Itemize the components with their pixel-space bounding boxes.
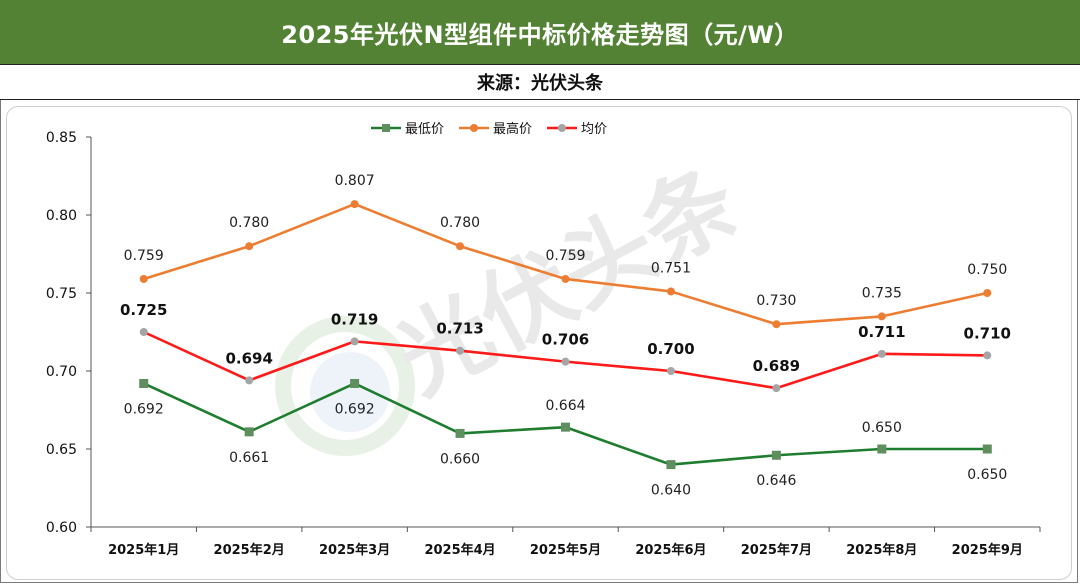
data-label-max: 0.730 — [756, 293, 796, 309]
data-label-min: 0.650 — [967, 467, 1007, 483]
data-label-max: 0.807 — [335, 173, 375, 189]
data-label-avg: 0.700 — [647, 340, 694, 358]
data-point-avg — [561, 357, 570, 366]
page-title: 2025年光伏N型组件中标价格走势图（元/W） — [281, 20, 799, 49]
data-label-min: 0.661 — [229, 450, 269, 466]
data-label-avg: 0.710 — [964, 324, 1011, 342]
x-tick-label: 2025年1月 — [108, 542, 179, 558]
data-label-min: 0.660 — [440, 451, 480, 467]
legend: 最低价 最高价 均价 — [371, 121, 607, 137]
x-tick-label: 2025年6月 — [635, 542, 706, 558]
data-label-min: 0.650 — [862, 420, 902, 436]
y-tick-label: 0.70 — [46, 364, 77, 380]
data-label-max: 0.780 — [229, 215, 269, 231]
y-tick-label: 0.60 — [46, 520, 77, 536]
data-point-min — [561, 422, 570, 432]
data-label-min: 0.692 — [124, 401, 164, 417]
data-point-min — [982, 444, 992, 454]
data-point-max — [983, 289, 992, 297]
y-tick-label: 0.80 — [46, 208, 77, 224]
y-tick-label: 0.85 — [46, 130, 77, 146]
data-point-avg — [456, 346, 465, 355]
data-label-max: 0.759 — [124, 248, 164, 264]
data-point-max — [666, 287, 675, 296]
data-point-max — [772, 320, 781, 329]
data-label-min: 0.664 — [545, 398, 585, 414]
data-point-max — [456, 242, 465, 251]
data-label-avg: 0.689 — [753, 357, 800, 375]
x-tick-label: 2025年9月 — [952, 542, 1023, 558]
data-point-avg — [666, 367, 675, 375]
source-label: 来源：光伏头条 — [477, 73, 603, 94]
data-point-min — [771, 450, 781, 460]
data-label-avg: 0.711 — [858, 323, 905, 341]
data-label-min: 0.646 — [756, 473, 796, 489]
data-label-max: 0.735 — [862, 285, 902, 301]
x-tick-label: 2025年8月 — [846, 542, 917, 558]
data-label-max: 0.750 — [967, 262, 1007, 278]
source-bar: 来源：光伏头条 — [0, 64, 1080, 100]
y-tick-label: 0.65 — [46, 442, 77, 458]
data-point-avg — [877, 349, 886, 358]
watermark-logo-disc — [310, 352, 390, 432]
data-point-min — [666, 460, 676, 470]
data-label-avg: 0.694 — [225, 349, 272, 367]
data-label-avg: 0.725 — [120, 301, 167, 319]
data-point-min — [139, 378, 149, 388]
data-label-avg: 0.713 — [436, 320, 483, 338]
legend-marker-max — [470, 124, 478, 132]
data-point-min — [350, 378, 360, 388]
legend-label-avg: 均价 — [581, 122, 607, 137]
data-point-avg — [983, 351, 992, 360]
x-tick-label: 2025年5月 — [530, 542, 601, 558]
data-point-max — [561, 274, 570, 283]
data-point-avg — [350, 337, 359, 346]
legend-label-min: 最低价 — [405, 122, 444, 137]
data-point-avg — [772, 384, 781, 393]
legend-marker-min — [382, 124, 390, 132]
x-tick-label: 2025年7月 — [741, 542, 812, 558]
legend-marker-avg — [558, 124, 566, 132]
chart-panel — [6, 106, 1072, 580]
data-point-avg — [139, 328, 148, 336]
x-tick-label: 2025年4月 — [424, 542, 495, 558]
data-label-avg: 0.719 — [331, 310, 378, 328]
x-tick-label: 2025年3月 — [319, 542, 390, 558]
data-point-min — [244, 427, 254, 437]
data-label-min: 0.640 — [651, 483, 691, 499]
data-label-max: 0.780 — [440, 215, 480, 231]
data-point-min — [877, 444, 887, 454]
watermark-logo-ring — [275, 316, 415, 456]
data-point-max — [350, 200, 359, 209]
data-point-min — [455, 428, 465, 438]
data-point-avg — [245, 376, 254, 385]
chart-title-bar: 2025年光伏N型组件中标价格走势图（元/W） — [0, 0, 1080, 64]
data-label-min: 0.692 — [335, 401, 375, 417]
data-point-max — [877, 312, 886, 321]
x-tick-label: 2025年2月 — [214, 542, 285, 558]
data-label-avg: 0.706 — [542, 331, 589, 349]
data-point-max — [139, 274, 148, 283]
data-label-max: 0.751 — [651, 260, 691, 276]
legend-label-max: 最高价 — [493, 121, 532, 137]
y-tick-label: 0.75 — [46, 286, 77, 302]
data-point-max — [245, 242, 254, 251]
data-label-max: 0.759 — [545, 248, 585, 264]
